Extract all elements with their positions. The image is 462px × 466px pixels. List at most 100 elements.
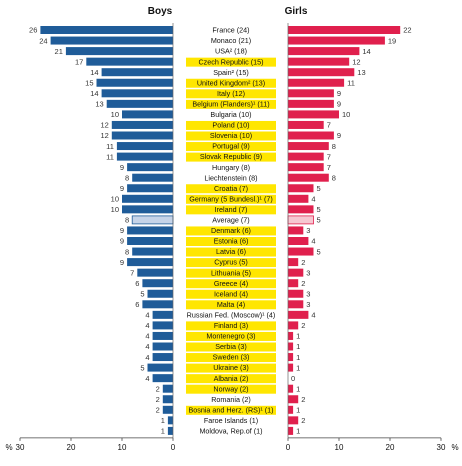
country-label-highlight — [186, 237, 276, 246]
boys-bar — [127, 184, 173, 193]
girls-value-label: 2 — [301, 258, 305, 267]
boys-value-label: 11 — [106, 142, 114, 151]
country-label: Serbia (3) — [215, 342, 247, 351]
girls-bar — [288, 78, 345, 87]
chart-row: 11 8 Portugal (9) — [106, 142, 336, 152]
girls-value-label: 9 — [337, 100, 341, 109]
boys-value-label: 10 — [111, 205, 119, 214]
boys-value-label: 4 — [145, 311, 149, 320]
axis-unit-label-right: % — [451, 443, 458, 452]
country-label-highlight — [186, 152, 276, 162]
boys-bar — [101, 68, 173, 77]
chart-row: 17 12 Czech Republic (15) — [75, 57, 361, 67]
boys-bar — [167, 416, 173, 425]
country-label: Ireland (7) — [215, 205, 248, 214]
girls-bar — [288, 342, 294, 351]
country-label: Spain² (15) — [213, 68, 249, 77]
country-label: Romania (2) — [211, 395, 251, 404]
girls-value-label: 3 — [306, 268, 310, 277]
chart-row: 4 0 Albania (2) — [145, 374, 295, 384]
chart-row: 6 2 Greece (4) — [135, 279, 305, 289]
boys-bar — [127, 258, 173, 267]
boys-value-label: 21 — [55, 47, 63, 56]
girls-bar — [288, 120, 324, 129]
boys-value-label: 12 — [100, 121, 108, 130]
country-label-highlight — [186, 342, 276, 352]
country-label: Italy (12) — [217, 89, 245, 98]
chart-row: 12 9 Slovenia (10) — [100, 131, 341, 141]
girls-bar — [288, 152, 324, 161]
girls-bar — [288, 89, 334, 98]
boys-bar — [111, 120, 173, 129]
country-label-highlight — [186, 331, 276, 341]
country-label: Portugal (9) — [212, 142, 250, 151]
country-label-highlight — [186, 384, 276, 394]
girls-value-label: 14 — [362, 47, 370, 56]
chart-row: 15 11 United Kingdom² (13) — [85, 78, 355, 88]
boys-value-label: 9 — [120, 258, 124, 267]
country-label-highlight — [186, 194, 276, 204]
country-label-highlight — [186, 247, 276, 257]
boys-bar — [116, 152, 173, 161]
chart-row: 10 10 Bulgaria (10) — [111, 110, 351, 119]
boys-bar — [127, 226, 173, 235]
country-label: Malta (4) — [217, 300, 245, 309]
girls-bar — [288, 47, 360, 56]
chart-row: 9 3 Denmark (6) — [120, 226, 310, 236]
country-label: Slovak Republic (9) — [200, 152, 262, 161]
girls-bar — [288, 384, 294, 393]
boys-axis-tick-label: 0 — [171, 443, 176, 452]
boys-axis-tick-label: 20 — [67, 443, 76, 452]
girls-value-label: 22 — [403, 26, 411, 35]
boys-bar — [152, 321, 173, 330]
axis-unit-label-left: % — [5, 443, 12, 452]
chart-row: 7 3 Lithuania (5) — [130, 268, 310, 278]
country-label: Slovenia (10) — [210, 131, 252, 140]
country-label-highlight — [186, 374, 276, 384]
boys-bar — [152, 353, 173, 362]
chart-row: 4 1 Sweden (3) — [145, 353, 300, 363]
girls-value-label: 1 — [296, 384, 300, 393]
country-label-highlight — [186, 353, 276, 363]
chart-row: 8 8 Liechtenstein (8) — [125, 173, 336, 182]
country-label: Denmark (6) — [211, 226, 251, 235]
boys-bar — [147, 289, 173, 298]
boys-bar — [137, 268, 173, 277]
girls-axis-tick-label: 20 — [386, 443, 395, 452]
girls-bar — [288, 173, 329, 182]
girls-series-header: Girls — [285, 6, 308, 17]
boys-bar — [152, 310, 173, 319]
boys-bar — [106, 99, 173, 108]
boys-bar — [142, 279, 173, 288]
girls-value-label: 7 — [327, 121, 331, 130]
country-label: Liechtenstein (8) — [204, 173, 257, 182]
boys-value-label: 4 — [145, 332, 149, 341]
country-label: Latvia (6) — [216, 247, 246, 256]
boys-bar — [116, 142, 173, 151]
boys-value-label: 26 — [29, 26, 37, 35]
girls-bar — [288, 395, 299, 404]
boys-axis-tick-label: 30 — [16, 443, 25, 452]
boys-bar — [147, 363, 173, 372]
boys-bar — [152, 374, 173, 383]
country-label: United Kingdom² (13) — [197, 78, 265, 87]
country-label-highlight — [186, 279, 276, 289]
chart-row: 5 1 Ukraine (3) — [140, 363, 300, 373]
boys-value-label: 14 — [90, 68, 98, 77]
boys-bar — [162, 405, 173, 414]
country-label: Germany (5 Bundesl.)¹ (7) — [189, 194, 272, 203]
girls-bar — [288, 205, 314, 214]
chart-row: 9 7 Hungary (8) — [120, 163, 331, 172]
boys-value-label: 5 — [140, 289, 144, 298]
boys-value-label: 9 — [120, 237, 124, 246]
boys-bar — [162, 395, 173, 404]
girls-value-label: 19 — [388, 36, 396, 45]
country-label: Average (7) — [212, 216, 249, 225]
country-label: Cyprus (5) — [214, 258, 248, 267]
girls-value-label: 10 — [342, 110, 350, 119]
girls-value-label: 8 — [332, 142, 336, 151]
boys-value-label: 2 — [156, 384, 160, 393]
boys-value-label: 4 — [145, 321, 149, 330]
country-label-highlight — [186, 300, 276, 310]
